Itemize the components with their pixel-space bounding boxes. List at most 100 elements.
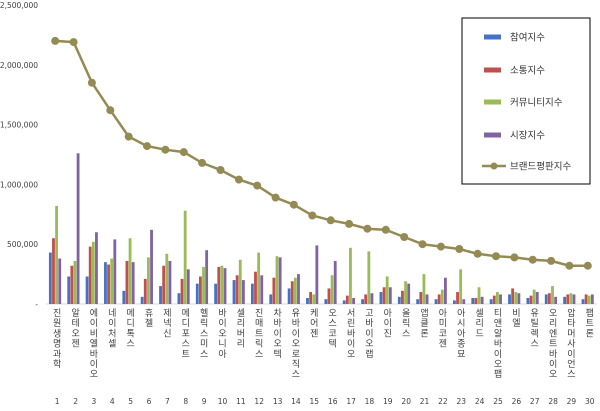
- line-point: [308, 211, 317, 220]
- bar: [572, 294, 576, 304]
- x-rank-label: 15: [310, 397, 320, 406]
- bar: [107, 264, 110, 304]
- bar: [290, 281, 294, 304]
- bar: [462, 299, 466, 304]
- bar: [551, 286, 554, 304]
- bar: [113, 239, 117, 304]
- bar: [95, 232, 98, 304]
- bar: [254, 271, 257, 304]
- legend-swatch: [484, 99, 501, 105]
- bar: [529, 295, 533, 304]
- y-tick-label: 1,500,000: [0, 121, 38, 130]
- x-rank-label: 6: [147, 397, 152, 406]
- trend-line: [51, 36, 592, 270]
- x-rank-label: 22: [438, 397, 448, 406]
- bar: [349, 247, 352, 304]
- x-rank-label: 24: [475, 397, 485, 406]
- line-point: [473, 249, 482, 258]
- bar: [569, 293, 573, 304]
- legend-label: 브랜드평판지수: [510, 162, 571, 173]
- legend-swatch: [484, 67, 501, 73]
- line-point: [106, 106, 115, 115]
- bar: [125, 260, 129, 304]
- bar: [297, 274, 300, 304]
- line-point: [326, 216, 335, 225]
- line-point: [198, 158, 207, 167]
- x-rank-label: 13: [273, 397, 283, 406]
- bar: [85, 276, 89, 304]
- bar: [217, 266, 221, 304]
- bar: [198, 276, 202, 304]
- x-rank-label: 1: [55, 397, 60, 406]
- x-rank-label: 25: [493, 397, 503, 406]
- bar: [367, 251, 371, 304]
- bar: [590, 294, 594, 304]
- bar: [434, 299, 438, 304]
- line-point: [436, 242, 445, 251]
- bar: [379, 292, 383, 304]
- bar: [88, 246, 92, 304]
- bar: [444, 277, 447, 304]
- bar: [195, 283, 199, 304]
- bar: [385, 276, 389, 304]
- bar: [70, 265, 74, 304]
- bar: [183, 210, 187, 304]
- x-rank-label: 28: [548, 397, 558, 406]
- bar: [489, 299, 493, 304]
- bar: [220, 265, 224, 304]
- bar: [324, 299, 328, 304]
- bar: [587, 295, 591, 304]
- bar: [278, 257, 282, 304]
- bar: [382, 287, 386, 304]
- bar: [459, 269, 463, 304]
- x-rank-label: 11: [236, 397, 246, 406]
- x-rank-label: 9: [202, 397, 207, 406]
- bar: [309, 292, 313, 304]
- bar: [55, 205, 58, 304]
- bar: [514, 292, 518, 304]
- bar: [52, 238, 55, 304]
- bar: [128, 238, 132, 304]
- x-rank-label: 26: [512, 397, 522, 406]
- legend-label: 소통지수: [510, 66, 545, 77]
- bar: [312, 294, 316, 304]
- line-point: [583, 261, 592, 270]
- bar: [566, 294, 570, 304]
- bar: [511, 288, 515, 304]
- bar: [260, 275, 264, 304]
- bar: [352, 298, 355, 304]
- bar: [440, 289, 444, 304]
- bar: [425, 294, 429, 304]
- legend-label: 커뮤니티지수: [510, 98, 563, 109]
- bar: [333, 260, 337, 304]
- legend-box: [461, 17, 591, 185]
- legend-label: 참여지수: [510, 32, 545, 44]
- x-rank-label: 4: [110, 397, 115, 406]
- bar: [492, 295, 496, 304]
- bar: [397, 296, 401, 304]
- bar: [453, 300, 456, 304]
- line-point: [565, 261, 574, 270]
- x-rank-label: 10: [218, 397, 228, 406]
- bar: [165, 253, 169, 304]
- bar: [407, 283, 411, 304]
- bar: [143, 278, 147, 304]
- line-point: [547, 256, 556, 265]
- bar: [186, 269, 190, 304]
- bar: [456, 292, 459, 304]
- bar: [477, 287, 481, 304]
